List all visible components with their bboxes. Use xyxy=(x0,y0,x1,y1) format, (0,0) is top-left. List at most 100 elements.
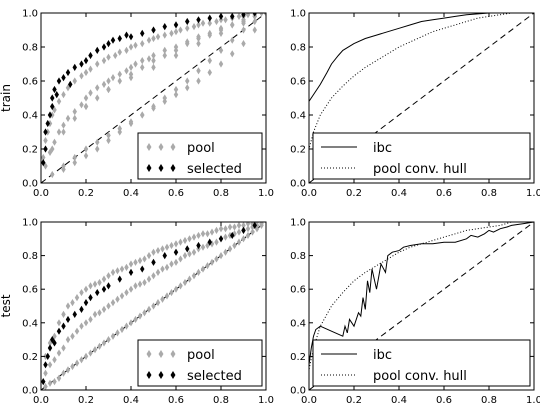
pool-point xyxy=(214,238,219,246)
pool-point xyxy=(236,222,242,229)
pool-point xyxy=(146,275,152,283)
pool-point xyxy=(61,91,66,99)
pool-point xyxy=(92,310,98,318)
y-tick-label: 0.8 xyxy=(22,43,38,54)
selected-point xyxy=(252,222,257,229)
legend: pool selected xyxy=(137,132,263,180)
pool-point xyxy=(232,241,237,250)
series-selected xyxy=(41,222,257,386)
pool-point xyxy=(223,16,228,24)
selected-point xyxy=(173,248,179,256)
pool-point xyxy=(151,51,156,60)
pool-point xyxy=(97,278,102,287)
x-tick-label: 0.0 xyxy=(301,188,317,199)
series-pool xyxy=(43,222,264,390)
pool-point xyxy=(263,13,266,17)
pool-point xyxy=(61,369,66,377)
y-tick-label: 0.4 xyxy=(22,318,38,329)
selected-point xyxy=(173,21,179,29)
pool-point xyxy=(95,145,100,153)
selected-point xyxy=(72,63,77,71)
x-tick-label: 0.4 xyxy=(391,188,407,199)
plot-area xyxy=(309,13,534,183)
pool-point xyxy=(50,111,55,119)
pool-point xyxy=(227,231,233,240)
pool-point xyxy=(173,85,179,94)
y-tick-label: 0.2 xyxy=(22,352,38,363)
pool-point xyxy=(245,13,251,19)
pool-point xyxy=(65,366,71,374)
pool-point xyxy=(191,23,197,31)
x-tick-label: 0.0 xyxy=(33,395,49,406)
pool-point xyxy=(52,378,57,386)
pool-point xyxy=(119,265,125,273)
pool-point xyxy=(209,258,215,266)
pool-point xyxy=(137,312,143,320)
selected-point xyxy=(41,378,46,386)
pool-point xyxy=(140,40,145,48)
y-tick-label: 0.6 xyxy=(290,77,306,88)
pool-point xyxy=(56,374,62,382)
pool-point xyxy=(200,19,206,27)
pool-point xyxy=(182,236,188,245)
selected-point xyxy=(151,258,156,266)
pool-point xyxy=(115,295,120,303)
pool-point xyxy=(95,60,100,68)
pool-point xyxy=(173,28,179,36)
pool-point xyxy=(43,383,48,390)
pool-point xyxy=(47,119,53,128)
pool-point xyxy=(88,89,93,97)
x-tick-label: 0.0 xyxy=(301,395,317,406)
y-tick-label: 0.2 xyxy=(22,145,38,156)
pool-point xyxy=(151,272,156,280)
pool-point xyxy=(79,356,84,364)
pool-point xyxy=(101,57,107,65)
selected-point xyxy=(50,94,55,102)
pool-point xyxy=(70,362,75,371)
pool-point xyxy=(43,352,48,360)
selected-point xyxy=(43,145,48,153)
pool-point xyxy=(106,131,111,139)
selected-point xyxy=(47,344,53,352)
pool-point xyxy=(155,33,161,41)
plot-area xyxy=(309,222,534,390)
pool-point xyxy=(61,310,66,318)
pool-point xyxy=(162,94,167,102)
pool-point xyxy=(92,280,98,288)
pool-point xyxy=(227,245,233,253)
pool-point xyxy=(245,231,251,240)
selected-point xyxy=(56,327,62,335)
ibc-line xyxy=(309,13,534,183)
axes-frame xyxy=(40,12,267,184)
selected-point xyxy=(207,238,212,246)
x-tick-label: 1.0 xyxy=(526,395,540,406)
pool-point xyxy=(196,268,201,276)
pool-point xyxy=(133,315,138,324)
pool-point xyxy=(140,63,145,71)
legend-marker xyxy=(158,371,164,379)
pool-point xyxy=(162,46,167,54)
selected-point xyxy=(52,85,57,94)
pool-point xyxy=(124,288,129,297)
pool-point xyxy=(43,136,48,145)
pool-point xyxy=(95,94,100,102)
pool-point xyxy=(223,225,228,233)
x-tick-label: 1.0 xyxy=(258,188,274,199)
selected-point xyxy=(56,77,62,85)
pool-point xyxy=(50,170,55,179)
pool-point xyxy=(106,77,111,85)
pool-point xyxy=(187,250,192,258)
pool-point xyxy=(83,152,89,160)
y-tick-label: 1.0 xyxy=(290,9,306,20)
pool-point xyxy=(47,339,53,347)
y-tick-label: 0.4 xyxy=(290,318,306,329)
selected-point xyxy=(88,294,93,302)
pool-point xyxy=(232,223,237,231)
selected-point xyxy=(241,226,246,234)
pool-point xyxy=(196,21,201,29)
pool-point xyxy=(191,233,197,241)
pool-point xyxy=(79,101,84,109)
x-tick-label: 0.6 xyxy=(436,188,452,199)
pool-point xyxy=(106,302,111,310)
pool-point xyxy=(223,248,228,256)
